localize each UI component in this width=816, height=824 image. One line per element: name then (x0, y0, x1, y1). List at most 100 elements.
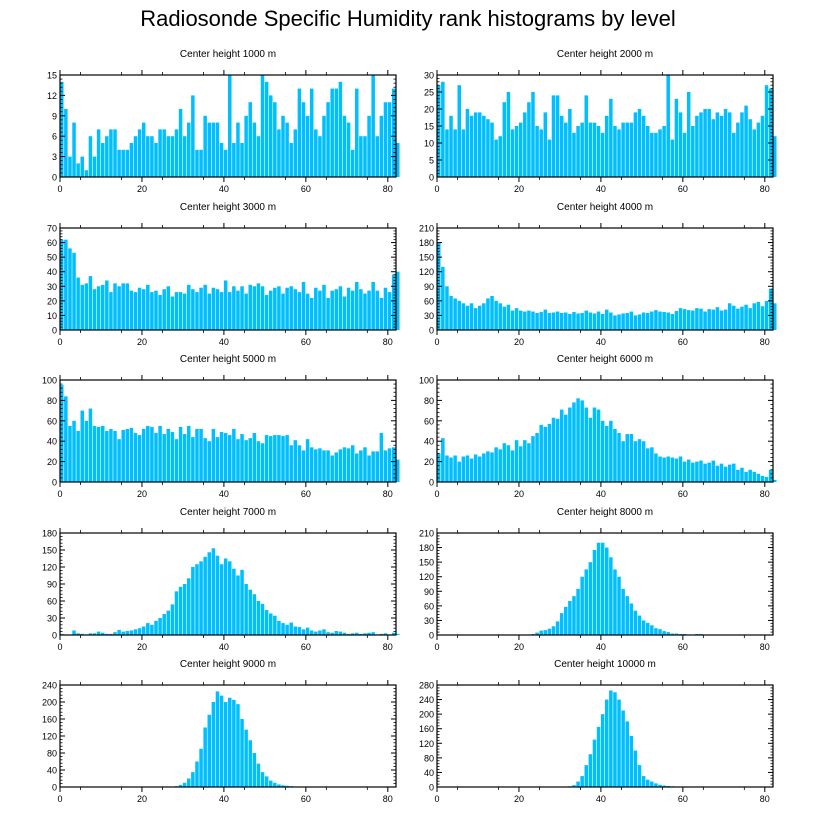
histogram-bar (232, 428, 236, 482)
histogram-bar (457, 85, 461, 177)
histogram-bar (342, 632, 347, 635)
histogram-bar (699, 460, 703, 482)
histogram-bar (477, 456, 482, 482)
panel-title: Center height 3000 m (180, 202, 276, 213)
histogram-bar (301, 629, 306, 635)
histogram-bar (289, 445, 293, 482)
histogram-bar (691, 462, 695, 482)
histogram-bar (592, 550, 597, 635)
histogram-bar (150, 292, 154, 330)
y-tick-label: 40 (424, 768, 434, 778)
histogram-bar (346, 448, 351, 482)
histogram-bar (228, 75, 232, 177)
histogram-bar (248, 740, 252, 787)
histogram-bar (191, 289, 195, 330)
histogram-bar (650, 781, 654, 787)
histogram-bar (584, 95, 589, 177)
histogram-bar (629, 434, 634, 482)
y-tick-label: 150 (419, 558, 434, 568)
histogram-bar (371, 281, 375, 330)
histogram-bar (727, 303, 732, 330)
histogram-bar (252, 433, 257, 482)
histogram-bar (666, 75, 670, 177)
histogram-bar (568, 601, 572, 635)
histogram-bar (346, 122, 351, 177)
histogram-bar (596, 409, 601, 482)
histogram-bar (318, 290, 322, 330)
x-tick-label: 80 (760, 337, 770, 347)
panel-title: Center height 9000 m (180, 659, 276, 670)
histogram-bar (686, 310, 691, 330)
histogram-bar (486, 451, 490, 482)
histogram-bar (711, 460, 716, 482)
histogram-bar (576, 313, 580, 330)
histogram-bar (461, 456, 466, 482)
histogram-bar (260, 286, 265, 330)
histogram-bar (60, 239, 64, 330)
x-tick-label: 0 (57, 489, 62, 499)
histogram-bar (187, 122, 191, 177)
histogram-bar (125, 631, 130, 635)
histogram-panel-2: Center height 2000 m 0 5 10 15 20 25 30 0 20 40 60 8… (424, 49, 777, 194)
y-tick-label: 50 (47, 253, 57, 263)
histogram-bar (219, 432, 224, 482)
histogram-bar (637, 439, 642, 482)
histogram-bar (744, 471, 748, 482)
histogram-bar (584, 310, 589, 330)
histogram-bar (514, 440, 519, 482)
histogram-bar (637, 615, 642, 635)
histogram-bar (223, 558, 228, 635)
y-tick-label: 90 (47, 580, 57, 590)
histogram-bar (72, 252, 76, 330)
histogram-bar (539, 424, 543, 482)
histogram-bar (494, 300, 498, 330)
bars (568, 690, 687, 787)
histogram-bar (674, 458, 679, 482)
histogram-bar (141, 122, 146, 177)
histogram-bar (297, 88, 302, 177)
histogram-bar (330, 290, 334, 330)
histogram-bar (121, 283, 125, 330)
histogram-bar (100, 632, 105, 635)
histogram-bar (490, 296, 494, 330)
histogram-bar (207, 122, 212, 177)
histogram-bar (568, 313, 572, 330)
histogram-bar (383, 102, 388, 177)
histogram-bar (760, 115, 765, 177)
y-tick-label: 0 (429, 631, 434, 641)
histogram-bar (146, 284, 150, 330)
plot-frame (59, 74, 397, 178)
histogram-bar (68, 156, 72, 177)
histogram-bar (662, 785, 666, 787)
histogram-bar (154, 620, 158, 635)
histogram-bar (609, 557, 613, 635)
histogram-bar (387, 102, 392, 177)
histogram-bar (141, 289, 146, 330)
histogram-bar (338, 81, 343, 177)
histogram-bar (162, 434, 166, 482)
histogram-bar (314, 449, 318, 482)
histogram-bar (633, 441, 638, 482)
histogram-bar (506, 304, 511, 330)
histogram-bar (580, 400, 584, 482)
histogram-bar (633, 610, 638, 635)
histogram-bar (740, 112, 744, 177)
histogram-bar (113, 632, 117, 635)
histogram-bar (158, 129, 162, 177)
histogram-bar (539, 129, 543, 177)
histogram-bar (248, 102, 252, 177)
histogram-bar (633, 315, 638, 330)
y-tick-label: 30 (424, 616, 434, 626)
histogram-bar (318, 448, 322, 482)
x-tick-label: 20 (137, 489, 147, 499)
y-tick-label: 160 (419, 724, 434, 734)
y-tick-label: 80 (47, 396, 57, 406)
histogram-bar (371, 632, 375, 635)
histogram-bar (486, 298, 490, 330)
histogram-bar (178, 292, 183, 330)
histogram-bar (281, 785, 285, 787)
y-tick-label: 20 (47, 457, 57, 467)
y-tick-label: 60 (424, 601, 434, 611)
histogram-bar (391, 632, 396, 635)
